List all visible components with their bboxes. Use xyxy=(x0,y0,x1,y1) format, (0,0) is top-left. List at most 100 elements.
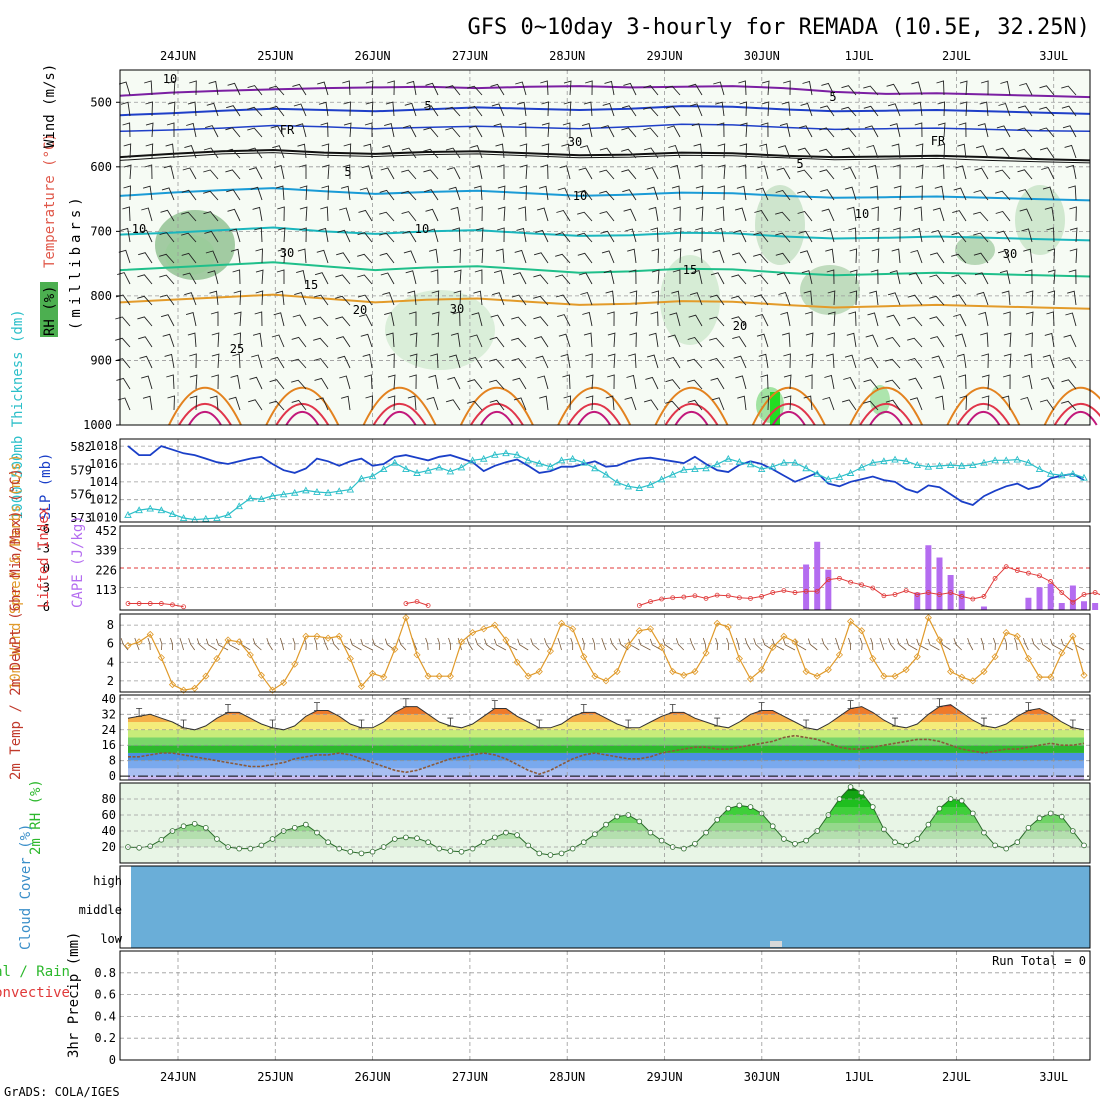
wind-point xyxy=(602,677,610,685)
wind-barb xyxy=(336,336,351,348)
wind-barb xyxy=(145,122,154,138)
wind-barb xyxy=(561,143,571,159)
wind-barb xyxy=(776,167,791,180)
thickness-point xyxy=(613,478,621,486)
wind-barb xyxy=(580,145,593,159)
cape-grid xyxy=(120,526,1090,610)
wind-barb xyxy=(167,101,176,117)
wind-barb xyxy=(159,232,175,243)
wind-barb xyxy=(387,374,396,390)
wind-barb xyxy=(409,353,418,369)
wind-barb xyxy=(892,164,901,180)
wind-barb xyxy=(979,101,989,117)
thickness-point xyxy=(1002,456,1010,464)
wind-barb xyxy=(996,125,1011,138)
wind-barb xyxy=(848,311,857,327)
wind-barb xyxy=(868,164,879,180)
wind-barb xyxy=(255,248,263,264)
run-total: Run Total = 0 xyxy=(992,954,1086,968)
wind-barb xyxy=(650,311,659,327)
wind-barb xyxy=(336,252,351,264)
wind-barb xyxy=(865,334,879,348)
temperature-contour xyxy=(119,226,1091,242)
wind-barb xyxy=(693,143,703,159)
wind-barb xyxy=(431,311,440,327)
temp-tick: 32 xyxy=(102,707,116,721)
wind-barb xyxy=(557,314,571,327)
rh-point xyxy=(936,805,943,812)
thickness-point xyxy=(546,462,555,470)
wind-barb xyxy=(402,230,417,243)
wind-barb xyxy=(537,375,549,390)
wind-barb xyxy=(431,332,439,348)
wind-point xyxy=(380,673,388,681)
wind10m-barb xyxy=(1040,638,1051,651)
wind-barb xyxy=(445,106,461,117)
thickness-point xyxy=(424,466,432,474)
thickness-point xyxy=(680,465,688,473)
thickness-point xyxy=(535,459,544,467)
wind-barb xyxy=(797,190,813,201)
wind-barb xyxy=(846,332,857,348)
wind-barb xyxy=(997,250,1011,264)
surface-heat-contour xyxy=(275,402,330,426)
wind-barb xyxy=(187,101,197,117)
surface-heat-contour xyxy=(265,386,340,426)
wind-barb xyxy=(277,248,286,264)
wind-barb xyxy=(269,400,285,411)
wind-barb xyxy=(475,227,484,243)
wind-barb xyxy=(497,185,506,201)
slp-ticks: 582 579 576 573 1018 1016 1014 1012 1010 xyxy=(70,439,118,525)
wind-barb xyxy=(515,81,527,96)
wind-barb xyxy=(695,227,703,243)
dewpt-path xyxy=(128,734,1085,776)
wind-barb xyxy=(956,353,967,369)
rh-blob xyxy=(800,265,860,315)
thickness-point xyxy=(279,490,288,498)
wind-barb xyxy=(1019,208,1033,222)
wind-barb xyxy=(379,252,395,264)
wind-barb xyxy=(409,374,417,390)
thickness-point xyxy=(646,480,655,488)
wind-barb xyxy=(1001,395,1011,411)
wind10m-barb xyxy=(702,637,707,651)
wind-barb xyxy=(998,102,1011,117)
wind-barb xyxy=(688,83,703,96)
wind-point xyxy=(224,636,232,644)
rh-point xyxy=(403,834,409,841)
wind-barb xyxy=(959,395,968,411)
wind-barb xyxy=(512,272,527,285)
surface-heat-contour xyxy=(751,386,826,426)
wind-barb xyxy=(387,395,396,411)
wind-barb xyxy=(496,164,505,179)
wind-barb xyxy=(404,102,417,117)
thickness-point xyxy=(702,464,710,472)
precip-ylabel: 3hr Precip (mm) xyxy=(66,932,82,1058)
wind-barb xyxy=(665,85,681,96)
wind10m-barb xyxy=(953,638,963,651)
wind-barb xyxy=(1003,353,1012,369)
wind-barb xyxy=(930,336,945,348)
wind-barb xyxy=(716,122,725,138)
wind-barb xyxy=(203,147,219,159)
wind-barb xyxy=(841,147,857,159)
wind-barb xyxy=(161,187,175,201)
wind-barb xyxy=(252,206,263,222)
wind10m-barb xyxy=(662,638,673,651)
wind-barb xyxy=(365,101,374,117)
wind-barb xyxy=(827,332,835,348)
temp-range-bar xyxy=(1069,719,1076,729)
thickness-point xyxy=(157,506,166,514)
thickness-tick: 579 xyxy=(70,464,92,478)
wind-barb xyxy=(514,249,527,264)
wind-point xyxy=(891,672,899,680)
wind-barb xyxy=(557,187,571,201)
wind-barb xyxy=(710,377,725,390)
wind-barb xyxy=(255,290,264,306)
wind10m-barb xyxy=(1023,637,1029,651)
wind-barb xyxy=(142,395,153,411)
wind-barb xyxy=(1017,169,1033,180)
contour-label: 10 xyxy=(163,72,177,86)
tick-label: 1000 xyxy=(83,418,112,432)
temp-color-bands xyxy=(128,704,1084,780)
